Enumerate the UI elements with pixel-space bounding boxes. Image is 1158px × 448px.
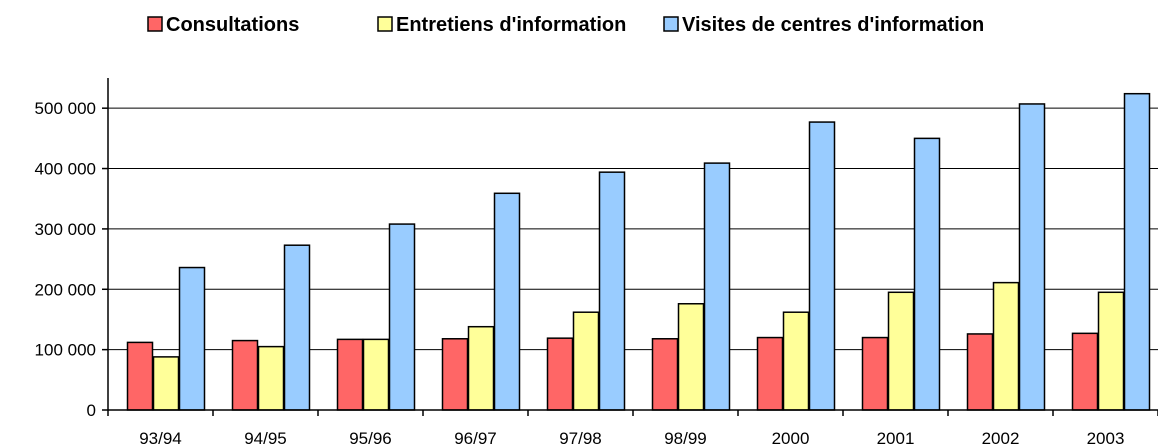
bar-entretiens-d-information-93-94 [152,356,180,411]
bar-visites-de-centres-d-information-97-98 [598,171,626,411]
bar-consultations-97-98 [546,337,574,411]
bar-visites-de-centres-d-information-2001 [913,137,941,411]
bar-entretiens-d-information-2003 [1097,291,1125,411]
bar-consultations-96-97 [441,338,469,411]
legend-label-visites-de-centres-d-information: Visites de centres d'information [682,14,984,36]
legend: Consultations Entretiens d'information Vis… [147,14,984,36]
bar-consultations-95-96 [336,338,364,411]
x-tick-label-2003: 2003 [1087,429,1125,448]
legend-label-consultations: Consultations [166,14,299,36]
x-tick-label-2001: 2001 [877,429,915,448]
bar-visites-de-centres-d-information-2000 [808,121,836,411]
y-tick-label-0: 0 [87,401,96,420]
legend-swatch-consultations [147,16,163,32]
legend-swatch-entretiens-d-information [377,16,393,32]
x-tick-label-93-94: 93/94 [139,429,182,448]
bar-visites-de-centres-d-information-93-94 [178,266,206,411]
x-tick-label-98-99: 98/99 [664,429,707,448]
bars [126,92,1151,411]
bar-consultations-2002 [966,333,994,411]
bar-visites-de-centres-d-information-2003 [1123,92,1151,411]
y-tick-label-5: 500 000 [35,99,96,118]
y-axis-ticks: 0 100 000 200 000 300 000 400 000 500 000 [35,99,108,420]
x-tick-label-97-98: 97/98 [559,429,602,448]
bar-entretiens-d-information-97-98 [572,311,600,411]
legend-label-entretiens-d-information: Entretiens d'information [396,14,626,36]
x-axis-ticks: 93/94 94/95 95/96 96/97 97/98 98/99 2000 2001 20… [107,410,1158,448]
x-tick-label-2000: 2000 [772,429,810,448]
bar-consultations-93-94 [126,341,154,411]
bar-visites-de-centres-d-information-95-96 [388,223,416,411]
x-tick-label-94-95: 94/95 [244,429,287,448]
y-tick-label-3: 300 000 [35,220,96,239]
bar-visites-de-centres-d-information-94-95 [283,244,311,411]
bar-entretiens-d-information-96-97 [467,325,495,411]
bar-consultations-94-95 [231,339,259,411]
bar-consultations-2003 [1071,332,1099,411]
bar-visites-de-centres-d-information-96-97 [493,192,521,411]
bar-consultations-2001 [861,336,889,411]
bar-consultations-2000 [756,336,784,411]
y-tick-label-4: 400 000 [35,160,96,179]
bar-entretiens-d-information-2001 [887,291,915,411]
bar-entretiens-d-information-2002 [992,281,1020,411]
bar-visites-de-centres-d-information-2002 [1018,103,1046,411]
y-tick-label-2: 200 000 [35,280,96,299]
x-tick-label-96-97: 96/97 [454,429,497,448]
bar-consultations-98-99 [651,338,679,411]
bar-entretiens-d-information-98-99 [677,303,705,411]
x-tick-label-95-96: 95/96 [349,429,392,448]
bar-visites-de-centres-d-information-98-99 [703,162,731,411]
bar-entretiens-d-information-95-96 [362,338,390,411]
legend-swatch-visites-de-centres-d-information [663,16,679,32]
x-tick-label-2002: 2002 [982,429,1020,448]
y-tick-label-1: 100 000 [35,341,96,360]
bar-entretiens-d-information-2000 [782,311,810,411]
bar-entretiens-d-information-94-95 [257,345,285,411]
